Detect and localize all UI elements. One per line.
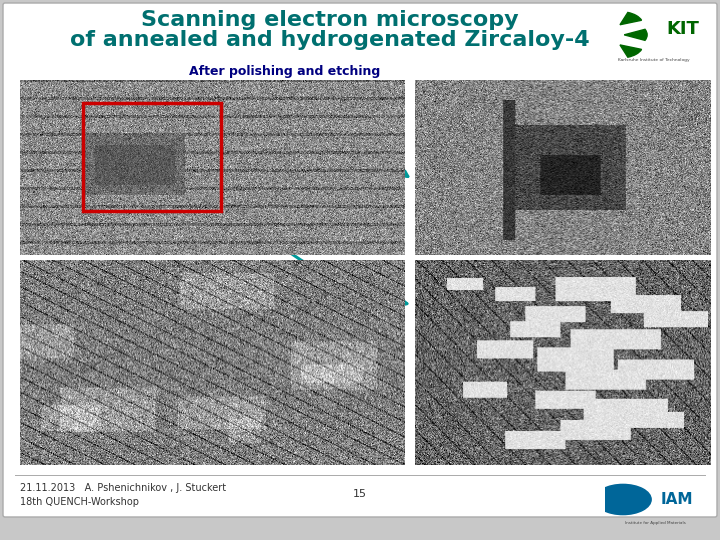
Text: γ- Zr hydrides?: γ- Zr hydrides? [422, 342, 528, 355]
Text: Scanning electron microscopy: Scanning electron microscopy [141, 10, 519, 30]
Text: 15: 15 [353, 489, 367, 499]
Text: 0 wppm H: 0 wppm H [310, 143, 388, 157]
Circle shape [595, 484, 651, 515]
Text: 18th QUENCH-Workshop: 18th QUENCH-Workshop [20, 497, 139, 507]
Wedge shape [620, 12, 642, 25]
Text: Karlsruhe Institute of Technology: Karlsruhe Institute of Technology [618, 58, 689, 63]
Text: α-Zr(O)?: α-Zr(O)? [422, 269, 481, 282]
Text: After polishing and etching: After polishing and etching [189, 65, 381, 78]
Bar [20, 452, 405, 465]
Text: δ- Zr hydrides?: δ- Zr hydrides? [422, 360, 528, 373]
Wedge shape [624, 29, 647, 40]
Text: Institute for Applied Materials: Institute for Applied Materials [625, 521, 685, 525]
Bar [415, 242, 710, 255]
Wedge shape [620, 45, 642, 57]
Bar [83, 103, 220, 211]
Text: KIT: KIT [666, 20, 699, 38]
Text: phase)?: phase)? [422, 300, 477, 313]
Text: of annealed and hydrogenated Zircaloy-4: of annealed and hydrogenated Zircaloy-4 [70, 30, 590, 50]
Text: 21.11.2013   A. Pshenichnikov , J. Stuckert: 21.11.2013 A. Pshenichnikov , J. Stucker… [20, 483, 226, 493]
Text: IAM: IAM [660, 492, 693, 507]
Text: 8600 wppm H: 8600 wppm H [422, 326, 518, 339]
FancyBboxPatch shape [3, 3, 717, 517]
Bar [415, 452, 710, 465]
Text: α-Zr (prior β: α-Zr (prior β [422, 286, 508, 299]
Bar [20, 242, 405, 255]
